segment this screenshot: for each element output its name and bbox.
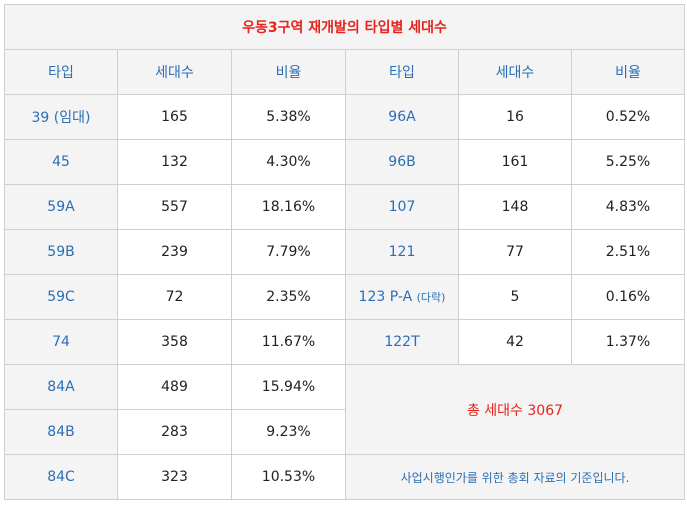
- type-label: 123 P-A: [358, 289, 413, 305]
- units-cell: 16: [458, 94, 572, 140]
- ratio-cell: 15.94%: [231, 364, 346, 410]
- ratio-cell: 11.67%: [231, 319, 346, 365]
- ratio-cell: 9.23%: [231, 409, 346, 455]
- units-cell: 72: [117, 274, 232, 320]
- units-cell: 239: [117, 229, 232, 275]
- ratio-cell: 5.25%: [571, 139, 685, 185]
- table-row: 45 132 4.30% 96B 161 5.25%: [4, 139, 685, 185]
- units-cell: 489: [117, 364, 232, 410]
- type-cell: 122T: [345, 319, 459, 365]
- ratio-cell: 1.37%: [571, 319, 685, 365]
- table-row: 59B 239 7.79% 121 77 2.51%: [4, 229, 685, 275]
- units-cell: 148: [458, 184, 572, 230]
- type-cell: 121: [345, 229, 459, 275]
- type-cell: 59B: [4, 229, 118, 275]
- units-cell: 165: [117, 94, 232, 140]
- header-type-left: 타입: [4, 49, 118, 95]
- units-cell: 323: [117, 454, 232, 500]
- table-row: 74 358 11.67% 122T 42 1.37%: [4, 319, 685, 365]
- type-cell: 123 P-A (다락): [345, 274, 459, 320]
- type-note: (다락): [416, 291, 446, 304]
- type-cell: 84A: [4, 364, 118, 410]
- ratio-cell: 5.38%: [231, 94, 346, 140]
- ratio-cell: 4.83%: [571, 184, 685, 230]
- type-cell: 45: [4, 139, 118, 185]
- header-type-right: 타입: [345, 49, 459, 95]
- units-cell: 5: [458, 274, 572, 320]
- type-cell: 74: [4, 319, 118, 365]
- units-cell: 77: [458, 229, 572, 275]
- units-cell: 42: [458, 319, 572, 365]
- type-cell: 59A: [4, 184, 118, 230]
- table-row: 84A 489 15.94% 총 세대수 3067: [4, 364, 685, 455]
- units-cell: 132: [117, 139, 232, 185]
- table-row: 39 (임대) 165 5.38% 96A 16 0.52%: [4, 94, 685, 140]
- ratio-cell: 4.30%: [231, 139, 346, 185]
- header-units-left: 세대수: [117, 49, 232, 95]
- type-cell: 59C: [4, 274, 118, 320]
- header-ratio-right: 비율: [571, 49, 685, 95]
- table-row: 59C 72 2.35% 123 P-A (다락) 5 0.16%: [4, 274, 685, 320]
- table-row: 84C 323 10.53% 사업시행인가를 위한 총회 자료의 기준입니다.: [4, 454, 685, 500]
- unit-type-table: 우동3구역 재개발의 타입별 세대수 타입 세대수 비율 타입 세대수 비율 3…: [4, 4, 685, 500]
- table-row: 84B 283 9.23%: [4, 409, 685, 455]
- units-cell: 283: [117, 409, 232, 455]
- units-cell: 557: [117, 184, 232, 230]
- type-cell: 107: [345, 184, 459, 230]
- total-units: 총 세대수 3067: [345, 364, 685, 455]
- header-ratio-left: 비율: [231, 49, 346, 95]
- table-row: 59A 557 18.16% 107 148 4.83%: [4, 184, 685, 230]
- units-cell: 161: [458, 139, 572, 185]
- source-note: 사업시행인가를 위한 총회 자료의 기준입니다.: [345, 454, 685, 500]
- ratio-cell: 0.52%: [571, 94, 685, 140]
- ratio-cell: 18.16%: [231, 184, 346, 230]
- unit-type-table-container: 우동3구역 재개발의 타입별 세대수 타입 세대수 비율 타입 세대수 비율 3…: [4, 4, 685, 500]
- type-cell: 84C: [4, 454, 118, 500]
- ratio-cell: 2.35%: [231, 274, 346, 320]
- table-title: 우동3구역 재개발의 타입별 세대수: [4, 4, 685, 50]
- header-units-right: 세대수: [458, 49, 572, 95]
- ratio-cell: 0.16%: [571, 274, 685, 320]
- type-cell: 96A: [345, 94, 459, 140]
- type-cell: 84B: [4, 409, 118, 455]
- ratio-cell: 7.79%: [231, 229, 346, 275]
- units-cell: 358: [117, 319, 232, 365]
- ratio-cell: 10.53%: [231, 454, 346, 500]
- ratio-cell: 2.51%: [571, 229, 685, 275]
- type-cell: 39 (임대): [4, 94, 118, 140]
- header-row: 타입 세대수 비율 타입 세대수 비율: [4, 49, 685, 95]
- type-cell: 96B: [345, 139, 459, 185]
